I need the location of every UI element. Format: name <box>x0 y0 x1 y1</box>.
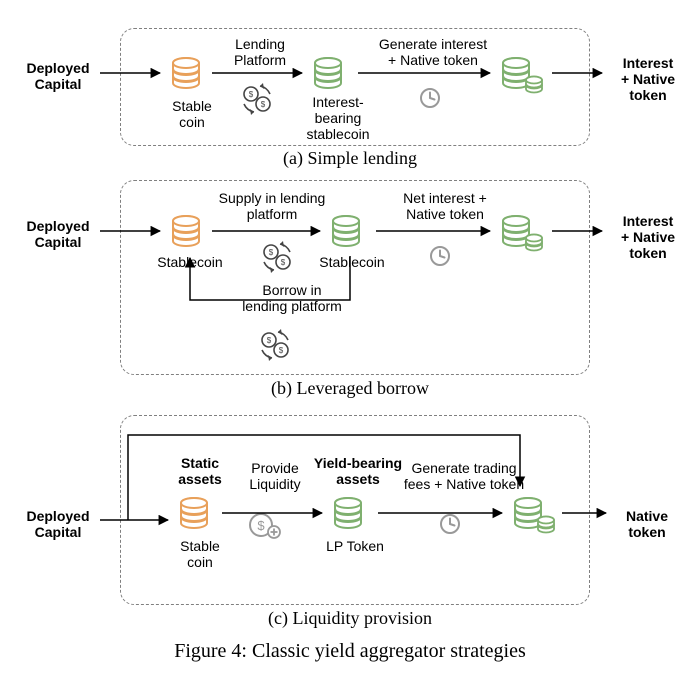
svg-text:$: $ <box>281 258 286 267</box>
label-provide-liquidity-c: Provide Liquidity <box>240 460 310 492</box>
swap-icon-a: $ $ <box>240 82 274 121</box>
svg-text:$: $ <box>261 100 266 109</box>
coin-stack-orange-a <box>170 55 214 100</box>
svg-text:$: $ <box>267 336 272 345</box>
label-interest-native-a: Interest + Native token <box>608 55 688 103</box>
svg-text:$: $ <box>257 518 265 533</box>
swap-icon-b2: $ $ <box>258 328 292 367</box>
label-yield-bearing-c: Yield-bearing assets <box>308 455 408 487</box>
figure-caption: Figure 4: Classic yield aggregator strat… <box>0 640 700 663</box>
svg-text:$: $ <box>269 248 274 257</box>
label-stablecoin-a: Stable coin <box>162 98 222 130</box>
svg-text:$: $ <box>279 346 284 355</box>
clock-icon-a <box>418 86 442 115</box>
label-ib-stablecoin-a: Interest- bearing stablecoin <box>298 94 378 142</box>
plus-coin-icon-c: $ <box>248 510 282 545</box>
label-stablecoin-b1: Stablecoin <box>150 254 230 270</box>
label-gen-interest-a: Generate interest + Native token <box>368 36 498 68</box>
label-native-token-c: Native token <box>612 508 682 540</box>
panel-b <box>120 180 590 375</box>
label-stablecoin-c: Stable coin <box>170 538 230 570</box>
svg-text:$: $ <box>249 90 254 99</box>
coin-stack-green-c2 <box>512 495 556 540</box>
label-gen-trading-fees-c: Generate trading fees + Native token <box>394 460 534 492</box>
coin-stack-green-a2 <box>500 55 544 100</box>
label-lending-platform-a: Lending Platform <box>220 36 300 68</box>
label-lp-token-c: LP Token <box>320 538 390 554</box>
label-deployed-capital-b: Deployed Capital <box>18 218 98 250</box>
label-deployed-capital-a: Deployed Capital <box>18 60 98 92</box>
label-deployed-capital-c: Deployed Capital <box>18 508 98 540</box>
label-static-assets-c: Static assets <box>170 455 230 487</box>
caption-a: (a) Simple lending <box>0 148 700 169</box>
label-stablecoin-b2: Stablecoin <box>312 254 392 270</box>
coin-stack-orange-b <box>170 213 214 258</box>
coin-stack-orange-c <box>178 495 222 540</box>
caption-c: (c) Liquidity provision <box>0 608 700 629</box>
coin-stack-green-c1 <box>332 495 376 540</box>
label-interest-native-b: Interest + Native token <box>608 213 688 261</box>
caption-b: (b) Leveraged borrow <box>0 378 700 399</box>
label-net-interest-b: Net interest + Native token <box>390 190 500 222</box>
clock-icon-b <box>428 244 452 273</box>
swap-icon-b1: $ $ <box>260 240 294 279</box>
coin-stack-green-b1 <box>330 213 374 258</box>
clock-icon-c <box>438 512 462 541</box>
label-borrow-lending-b: Borrow in lending platform <box>232 282 352 314</box>
coin-stack-green-b2 <box>500 213 544 258</box>
label-supply-lending-b: Supply in lending platform <box>212 190 332 222</box>
